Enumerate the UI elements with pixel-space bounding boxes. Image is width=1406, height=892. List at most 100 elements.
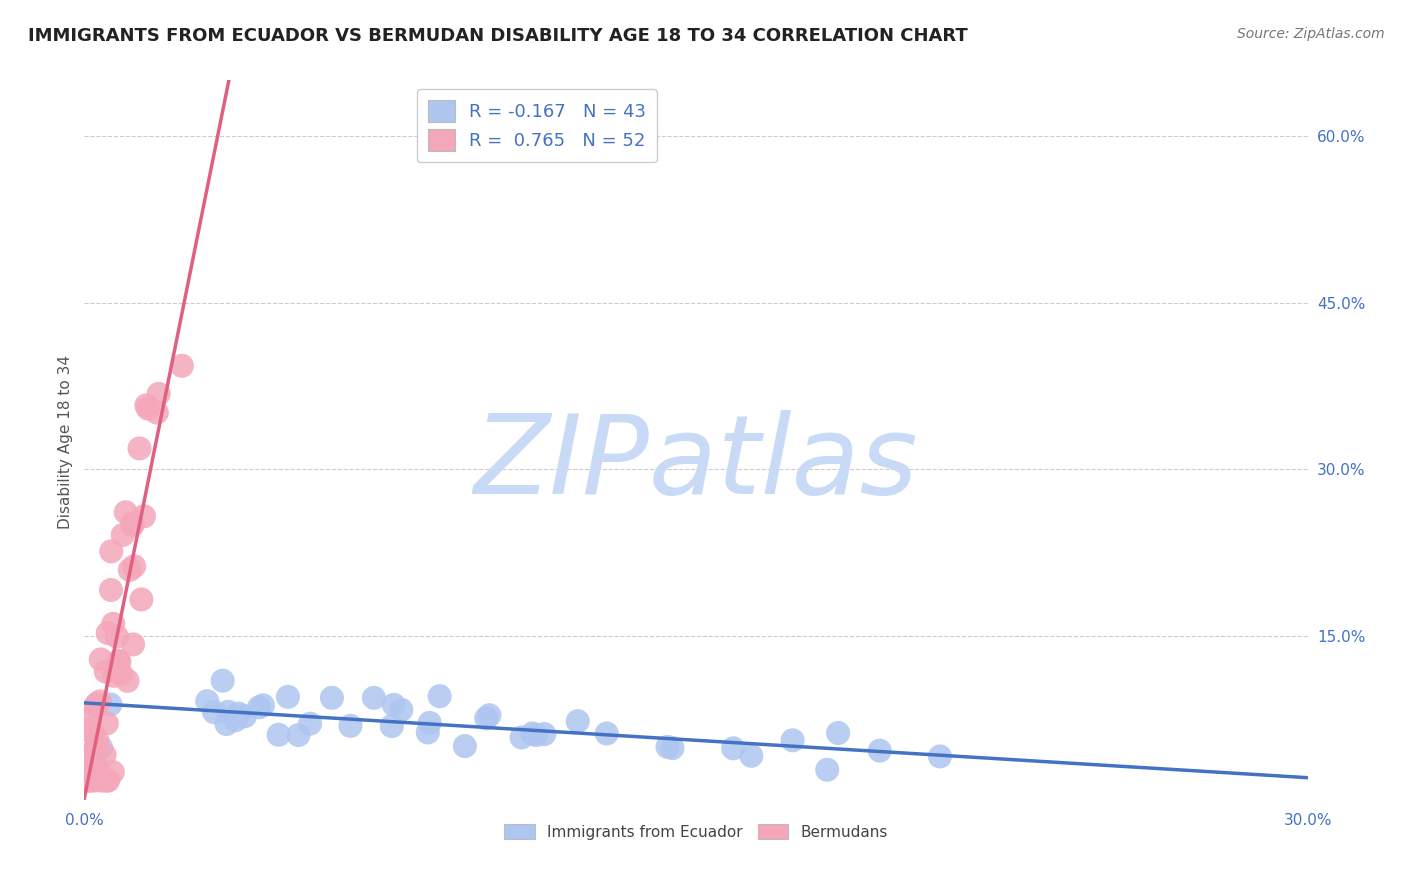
Text: IMMIGRANTS FROM ECUADOR VS BERMUDAN DISABILITY AGE 18 TO 34 CORRELATION CHART: IMMIGRANTS FROM ECUADOR VS BERMUDAN DISA… bbox=[28, 27, 967, 45]
Point bbox=[79, 710, 101, 724]
Point bbox=[100, 544, 122, 558]
Point bbox=[128, 442, 150, 456]
Point bbox=[80, 766, 103, 780]
Point bbox=[252, 698, 274, 713]
Point bbox=[83, 700, 105, 714]
Point bbox=[510, 731, 533, 745]
Point bbox=[93, 747, 115, 762]
Point bbox=[475, 711, 498, 725]
Point bbox=[80, 748, 103, 763]
Point bbox=[117, 673, 139, 688]
Point bbox=[233, 709, 256, 723]
Point bbox=[567, 714, 589, 728]
Point bbox=[869, 744, 891, 758]
Point bbox=[86, 697, 108, 711]
Point bbox=[429, 689, 451, 703]
Point bbox=[135, 398, 157, 412]
Point bbox=[103, 669, 125, 683]
Point bbox=[524, 728, 547, 742]
Point bbox=[90, 773, 112, 788]
Legend: Immigrants from Ecuador, Bermudans: Immigrants from Ecuador, Bermudans bbox=[498, 818, 894, 846]
Point bbox=[277, 690, 299, 704]
Point bbox=[522, 726, 544, 740]
Point bbox=[97, 773, 120, 788]
Text: Source: ZipAtlas.com: Source: ZipAtlas.com bbox=[1237, 27, 1385, 41]
Point bbox=[132, 509, 155, 524]
Point bbox=[596, 726, 619, 740]
Point bbox=[657, 739, 679, 754]
Point bbox=[299, 716, 322, 731]
Point bbox=[96, 773, 118, 788]
Point bbox=[96, 716, 118, 731]
Point bbox=[419, 715, 441, 730]
Point bbox=[225, 713, 247, 727]
Point bbox=[782, 733, 804, 747]
Point bbox=[321, 690, 343, 705]
Point bbox=[108, 655, 131, 669]
Text: ZIPatlas: ZIPatlas bbox=[474, 409, 918, 516]
Point bbox=[100, 582, 122, 597]
Point bbox=[82, 726, 104, 740]
Point bbox=[211, 673, 233, 688]
Point bbox=[122, 637, 145, 651]
Point bbox=[118, 563, 141, 577]
Point bbox=[228, 706, 250, 721]
Point bbox=[533, 727, 555, 741]
Point bbox=[83, 743, 105, 757]
Point bbox=[103, 616, 125, 631]
Point bbox=[478, 708, 501, 723]
Point bbox=[287, 728, 309, 742]
Point bbox=[146, 405, 169, 419]
Point bbox=[723, 741, 745, 756]
Point bbox=[86, 733, 108, 747]
Point bbox=[217, 705, 239, 719]
Point bbox=[105, 661, 128, 675]
Point bbox=[76, 764, 98, 779]
Point bbox=[661, 741, 683, 756]
Point bbox=[815, 763, 838, 777]
Point bbox=[122, 559, 145, 574]
Point bbox=[90, 652, 112, 666]
Point bbox=[339, 719, 361, 733]
Point bbox=[827, 726, 849, 740]
Point bbox=[83, 744, 105, 758]
Point bbox=[83, 764, 105, 778]
Point bbox=[111, 528, 134, 542]
Point bbox=[416, 725, 439, 739]
Point bbox=[86, 761, 108, 775]
Point bbox=[136, 401, 159, 416]
Point bbox=[110, 667, 132, 681]
Point bbox=[90, 740, 112, 755]
Point bbox=[148, 387, 170, 401]
Point bbox=[77, 773, 100, 788]
Point bbox=[97, 626, 120, 640]
Point bbox=[131, 592, 153, 607]
Point bbox=[94, 665, 117, 679]
Point bbox=[389, 703, 412, 717]
Point bbox=[202, 705, 225, 719]
Point bbox=[121, 516, 143, 531]
Point bbox=[740, 748, 762, 763]
Point bbox=[101, 765, 124, 780]
Point bbox=[382, 698, 405, 712]
Point bbox=[83, 773, 105, 788]
Point bbox=[114, 505, 136, 519]
Point bbox=[75, 723, 97, 737]
Point bbox=[107, 654, 129, 668]
Point bbox=[195, 694, 218, 708]
Point bbox=[454, 739, 477, 753]
Point bbox=[100, 698, 122, 712]
Point bbox=[105, 630, 128, 644]
Point bbox=[381, 719, 404, 733]
Point bbox=[363, 690, 385, 705]
Point bbox=[79, 773, 101, 788]
Point bbox=[170, 359, 193, 373]
Point bbox=[267, 728, 290, 742]
Point bbox=[247, 700, 270, 714]
Point bbox=[75, 773, 97, 788]
Point bbox=[929, 749, 952, 764]
Point bbox=[121, 518, 143, 533]
Point bbox=[89, 694, 111, 708]
Y-axis label: Disability Age 18 to 34: Disability Age 18 to 34 bbox=[58, 354, 73, 529]
Point bbox=[215, 717, 238, 731]
